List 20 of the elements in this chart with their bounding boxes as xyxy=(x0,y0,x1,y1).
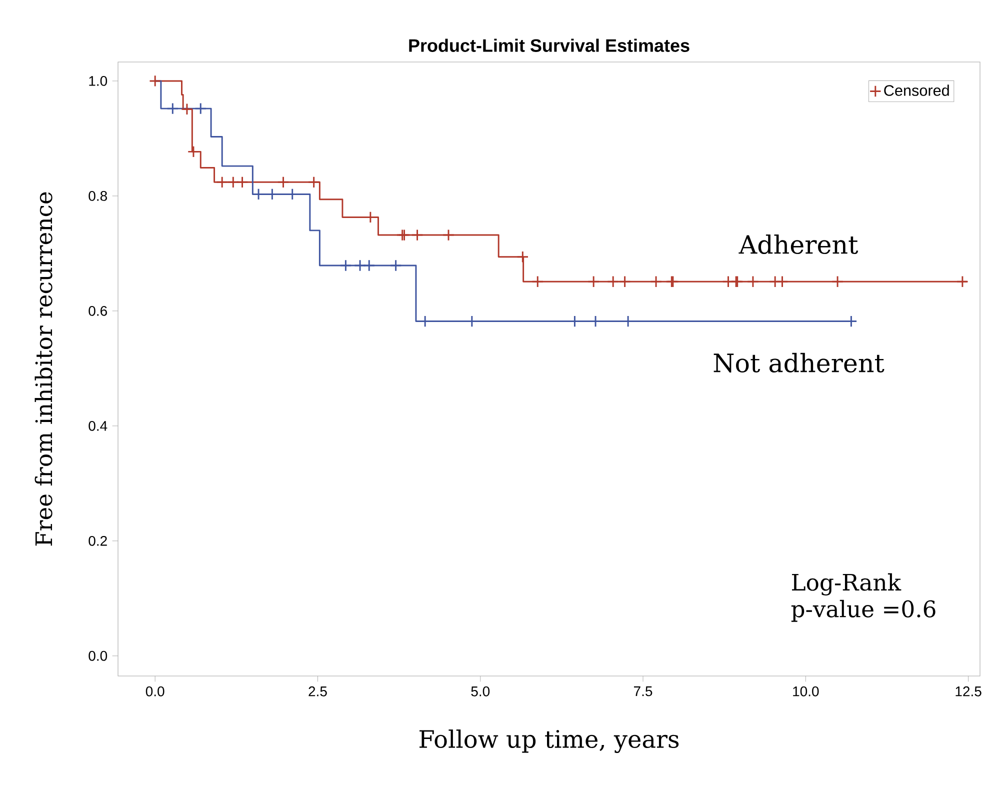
legend-label: Censored xyxy=(884,84,949,96)
y-tick-label: 0.6 xyxy=(88,306,107,316)
x-tick-label: 7.5 xyxy=(634,686,652,696)
y-tick-label: 0.8 xyxy=(88,191,107,201)
x-tick-label: 10.0 xyxy=(793,686,819,696)
x-tick-label: 2.5 xyxy=(308,686,327,696)
annotation: Log-Rank xyxy=(792,573,902,596)
x-axis-title: Follow up time, years xyxy=(420,729,679,754)
chart-title: Product-Limit Survival Estimates xyxy=(409,38,690,52)
y-tick-label: 0.4 xyxy=(88,420,108,431)
series-label: Adherent xyxy=(738,234,858,254)
x-tick-label: 5.0 xyxy=(471,686,490,696)
y-tick-label: 0.2 xyxy=(88,536,107,546)
x-tick-label: 0.0 xyxy=(146,686,164,696)
y-tick-label: 0.0 xyxy=(88,650,108,661)
x-tick-label: 12.5 xyxy=(956,686,982,696)
annotation: p-value =0.6 xyxy=(791,600,936,622)
y-axis-title: Free from inhibitor recurrence xyxy=(34,192,52,546)
y-tick-label: 1.0 xyxy=(89,76,108,86)
series-label: Not adherent xyxy=(714,352,884,372)
